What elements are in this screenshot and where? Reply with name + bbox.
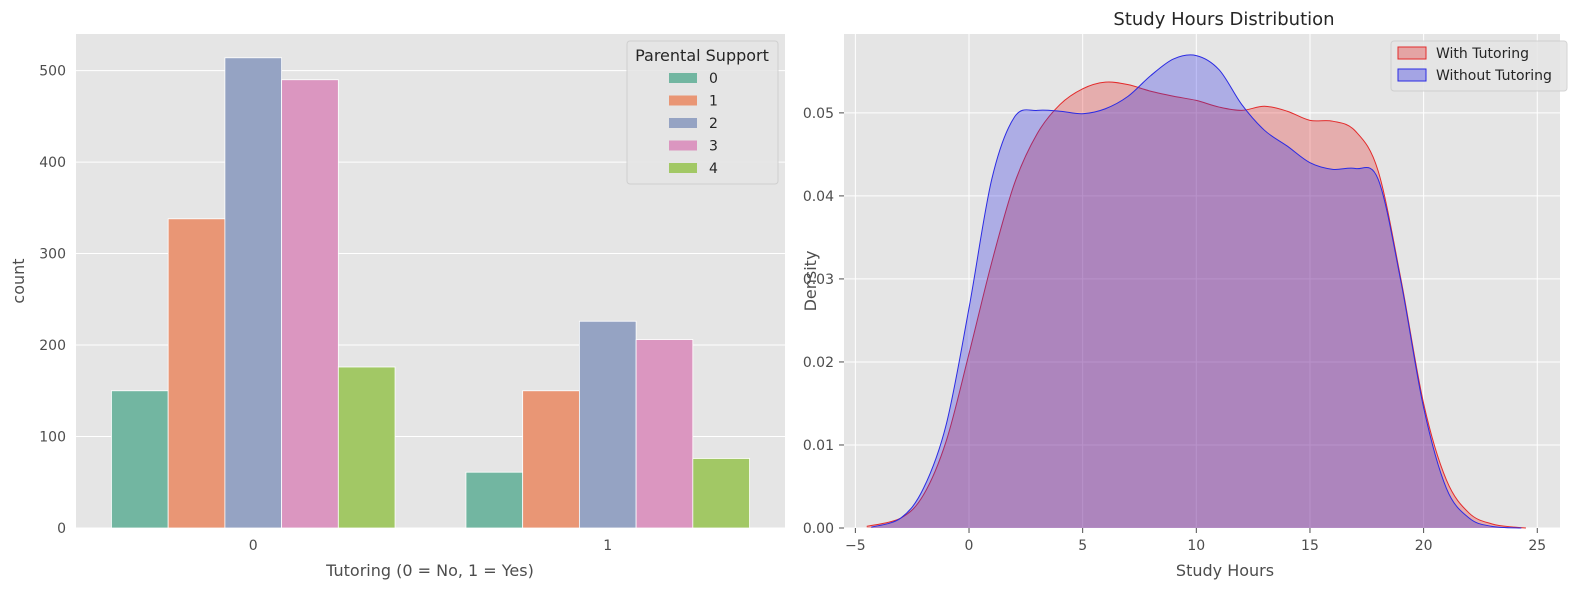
left-legend-items: 0 1 2 3 4 [669, 71, 718, 177]
right-y-tick-label: 0.00 [803, 521, 834, 537]
legend-swatch-with-tutoring [1397, 46, 1427, 60]
legend-label-support-2: 2 [709, 116, 718, 132]
left-x-tick-label: 1 [603, 538, 612, 554]
left-legend-box [626, 40, 779, 185]
left-y-tick-label: 200 [39, 338, 66, 354]
left-y-axis-label: count [9, 258, 28, 303]
right-x-axis-label: Study Hours [1176, 561, 1274, 580]
legend-swatch-support-2 [669, 118, 697, 128]
right-y-tick-label: 0.03 [803, 272, 834, 288]
left-y-ticks: 0 100 200 300 400 500 [39, 64, 66, 537]
density-line-without-tutoring [871, 54, 1522, 529]
legend-swatch-support-1 [669, 95, 697, 106]
bar-tutoring-0-support-4 [337, 366, 396, 529]
right-y-ticks: 0.00 0.01 0.02 0.03 0.04 0.05 [803, 106, 844, 537]
bar-tutoring-1-support-2 [578, 320, 637, 529]
bar-tutoring-0-support-3 [281, 79, 339, 529]
left-x-tick-label: 0 [249, 538, 258, 554]
right-x-tick-label: 20 [1415, 538, 1433, 554]
left-y-tick-label: 100 [39, 430, 66, 446]
right-y-tick-label: 0.02 [803, 355, 834, 371]
density-line-with-tutoring [866, 81, 1526, 529]
right-y-tick-label: 0.05 [803, 106, 834, 122]
right-y-tick-label: 0.04 [803, 189, 834, 205]
left-legend: Parental Support 0 1 2 3 4 [626, 40, 779, 185]
right-legend-items: With Tutoring Without Tutoring [1397, 46, 1552, 84]
right-density-chart: Study Hours Distribution 0.000.010.020.0… [801, 9, 1568, 580]
density-area-with-tutoring [866, 81, 1526, 528]
right-y-tick-label: 0.01 [803, 438, 834, 454]
right-legend: With Tutoring Without Tutoring [1390, 40, 1568, 92]
right-y-axis-label: Density [801, 251, 820, 312]
legend-swatch-support-4 [669, 163, 697, 173]
right-x-tick-label: 10 [1187, 538, 1205, 554]
left-bars [111, 57, 750, 529]
left-y-tick-label: 400 [39, 155, 66, 171]
left-y-tick-label: 0 [57, 521, 66, 537]
right-x-tick-label: 25 [1528, 538, 1546, 554]
left-x-axis-label: Tutoring (0 = No, 1 = Yes) [325, 561, 534, 580]
right-x-ticks: −5 0 5 10 15 20 25 [845, 528, 1546, 554]
legend-label-support-0: 0 [709, 71, 718, 87]
bar-tutoring-0-support-1 [167, 218, 226, 529]
left-y-tick-label: 300 [39, 247, 66, 263]
right-x-tick-label: −5 [845, 538, 866, 554]
legend-swatch-support-3 [669, 140, 697, 151]
legend-swatch-support-0 [669, 73, 697, 83]
legend-label-support-1: 1 [709, 94, 718, 110]
density-area-without-tutoring [871, 54, 1522, 528]
right-x-tick-label: 5 [1078, 538, 1087, 554]
right-density-areas [866, 54, 1526, 529]
bar-tutoring-1-support-4 [692, 458, 750, 529]
right-gridlines [844, 34, 1560, 529]
legend-label-support-3: 3 [709, 139, 718, 155]
bar-tutoring-0-support-0 [111, 390, 169, 529]
bar-tutoring-0-support-2 [224, 57, 283, 529]
bar-tutoring-1-support-3 [635, 339, 694, 529]
left-legend-title: Parental Support [635, 46, 769, 65]
bar-tutoring-1-support-1 [522, 390, 580, 529]
right-plot-background [844, 34, 1560, 528]
legend-label-with-tutoring: With Tutoring [1436, 46, 1529, 62]
right-x-tick-label: 0 [965, 538, 974, 554]
left-y-tick-label: 500 [39, 64, 66, 80]
right-chart-title: Study Hours Distribution [1113, 9, 1334, 30]
legend-swatch-without-tutoring [1397, 68, 1427, 82]
bar-tutoring-1-support-0 [465, 471, 524, 529]
legend-label-support-4: 4 [709, 161, 718, 177]
right-legend-box [1390, 40, 1568, 92]
legend-label-without-tutoring: Without Tutoring [1436, 68, 1552, 84]
right-x-tick-label: 15 [1301, 538, 1319, 554]
